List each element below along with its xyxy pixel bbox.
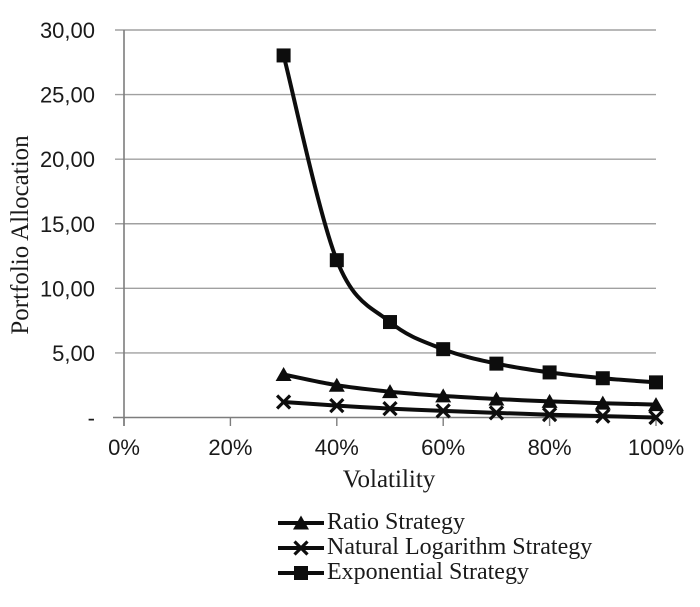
y-tick-label: 20,00 <box>40 147 95 172</box>
plot-area: 30,00 25,00 20,00 15,00 10,00 5,00 -0% 20% 40% 60… <box>40 18 684 460</box>
y-tick-label: 5,00 <box>52 341 95 366</box>
marker-triangle <box>328 377 345 392</box>
legend-item-ratio-strategy: Ratio Strategy <box>277 510 592 535</box>
marker-x <box>595 408 611 424</box>
series-line <box>283 400 657 420</box>
legend-label-natural-logarithm-strategy: Natural Logarithm Strategy <box>327 534 593 560</box>
series-exponential-strategy <box>276 48 663 390</box>
marker-triangle <box>275 366 292 381</box>
y-tick-label: 25,00 <box>40 83 95 108</box>
marker-square <box>294 565 308 580</box>
marker-x <box>648 409 664 426</box>
y-tick-label: 10,00 <box>40 276 95 301</box>
marker-triangle <box>541 393 558 408</box>
x-tick-label: 60% <box>421 435 465 460</box>
marker-x <box>488 405 505 421</box>
legend-marker-triangle-icon <box>278 515 324 529</box>
legend-item-exponential-strategy: Exponential Strategy <box>277 560 592 585</box>
y-tick-label: 15,00 <box>40 212 95 237</box>
marker-square <box>489 356 504 371</box>
legend-item-natural-logarithm-strategy: Natural Logarithm Strategy <box>277 535 592 560</box>
legend-label-exponential-strategy: Exponential Strategy <box>327 559 529 585</box>
marker-square <box>649 375 663 390</box>
legend-label-ratio-strategy: Ratio Strategy <box>327 509 465 535</box>
marker-square <box>595 371 610 386</box>
marker-x <box>541 407 558 423</box>
marker-x <box>435 403 451 419</box>
y-axis-title: Portfolio Allocation <box>7 135 34 335</box>
marker-square <box>276 48 291 63</box>
x-tick-label: 100% <box>628 435 684 460</box>
marker-x <box>293 539 309 556</box>
y-tick-label: 30,00 <box>40 18 95 43</box>
marker-triangle <box>435 388 452 403</box>
x-tick-label: 0% <box>108 435 140 460</box>
marker-triangle <box>488 391 505 406</box>
series-natural-logarithm-strategy <box>275 394 664 426</box>
marker-x <box>329 397 345 414</box>
chart-legend: Ratio Strategy Natural Logarithm Strateg… <box>277 510 592 585</box>
series-line <box>281 54 657 385</box>
legend-marker-x-icon <box>278 539 324 556</box>
marker-x <box>382 400 398 417</box>
x-tick-label: 40% <box>315 435 359 460</box>
marker-triangle <box>594 395 611 410</box>
marker-square <box>383 315 397 330</box>
marker-square <box>329 253 344 268</box>
marker-x <box>275 394 292 410</box>
marker-square <box>542 365 557 380</box>
marker-triangle <box>293 515 309 529</box>
marker-triangle <box>648 397 664 412</box>
marker-triangle <box>382 384 398 399</box>
legend-marker-square-icon <box>278 565 324 580</box>
x-tick-label: 20% <box>208 435 252 460</box>
x-axis-title: Volatility <box>343 466 436 493</box>
series-ratio-strategy <box>275 366 664 412</box>
x-tick-label: 80% <box>528 435 572 460</box>
marker-square <box>436 342 451 357</box>
y-tick-label: - <box>88 406 95 431</box>
